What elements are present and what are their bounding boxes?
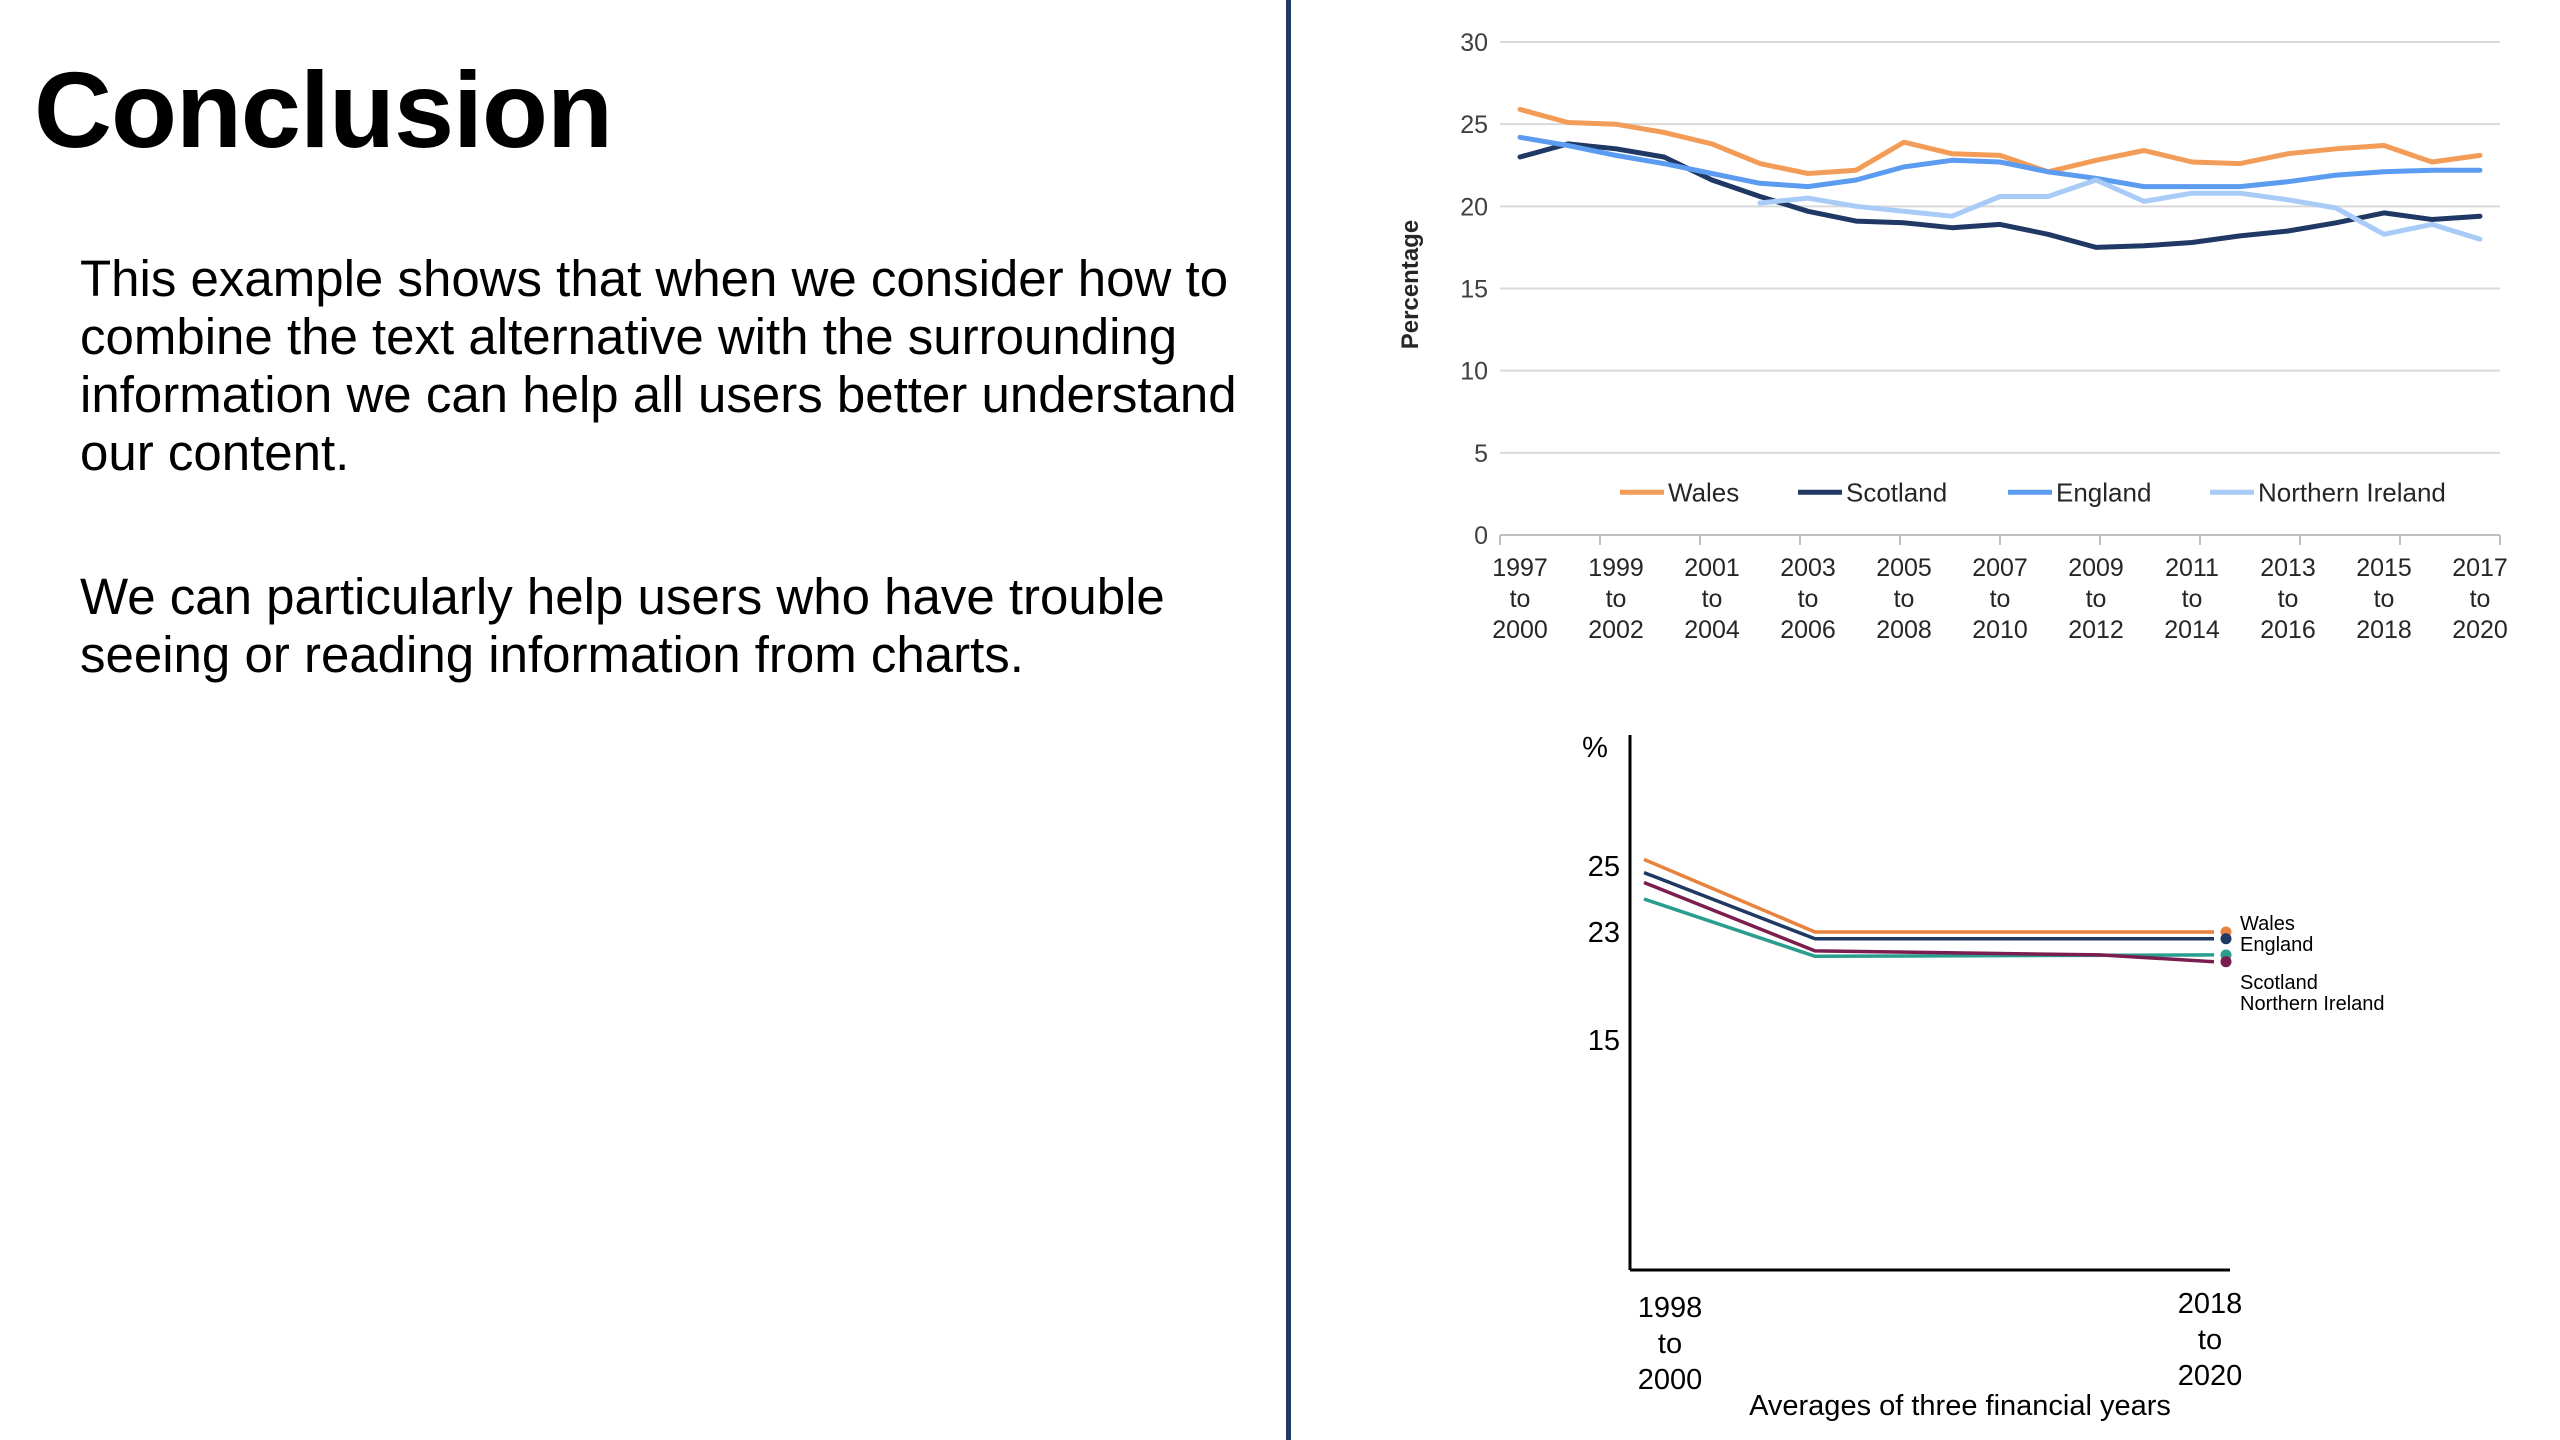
original-line-chart: 0 5 10 15 20 25 30 1997 to 2000 1999 to 2002 2001 to 20… (1397, 29, 2508, 644)
end-label-england: England (2240, 934, 2313, 956)
legend-label-wales: Wales (1668, 477, 1739, 507)
x-tick-label: 2007 (1972, 554, 2028, 582)
x-tick-label: 2009 (2068, 554, 2124, 582)
y-tick-label: 23 (1588, 917, 1620, 949)
x-tick-label: 2004 (1684, 616, 1740, 644)
y-tick-label: 15 (1588, 1025, 1620, 1057)
x-tick-label: 2005 (1876, 554, 1932, 582)
series-line-scotland (1643, 897, 2215, 959)
x-tick-label: to (1510, 585, 1531, 613)
x-tick-label: 2006 (1780, 616, 1836, 644)
legend-label-england: England (2056, 477, 2151, 507)
x-tick-label: 2016 (2260, 616, 2316, 644)
x-tick-label: to (2374, 585, 2395, 613)
x-tick-label: 2015 (2356, 554, 2412, 582)
x-tick-label: 2012 (2068, 616, 2124, 644)
x-tick-label: 2014 (2164, 616, 2220, 644)
x-tick-label: to (1798, 585, 1819, 613)
end-marker-northern-ireland (2220, 956, 2232, 968)
x-tick-label: to (1894, 585, 1915, 613)
text-panel: Conclusion This example shows that when … (34, 49, 1237, 683)
x-tick-label: to (2182, 585, 2203, 613)
x-tick-label: 2017 (2452, 554, 2508, 582)
series-line-wales (1643, 857, 2214, 934)
end-label-scotland: Scotland (2240, 972, 2318, 994)
x-tick-label: to (1658, 1328, 1682, 1360)
x-tick-label: to (2278, 585, 2299, 613)
legend-label-scotland: Scotland (1846, 477, 1947, 507)
x-tick-label: 2020 (2178, 1360, 2243, 1392)
x-tick-label: 2011 (2165, 554, 2219, 582)
series-line-england (1517, 134, 2483, 190)
x-tick-label: 1997 (1492, 554, 1548, 582)
accessibility-paragraph: We can particularly help users who have … (80, 568, 1165, 683)
x-tick-label: 1998 (1638, 1292, 1703, 1324)
x-tick-label: 2010 (1972, 616, 2028, 644)
y-axis-title: Percentage (1397, 220, 1424, 349)
x-tick-label: 2002 (1588, 616, 1644, 644)
y-tick-label: 10 (1460, 358, 1488, 386)
x-tick-label: 2013 (2260, 554, 2316, 582)
x-tick-label: 2000 (1638, 1364, 1703, 1396)
series-line-northern-ireland (1643, 880, 2215, 964)
legend-label-northern-ireland: Northern Ireland (2258, 477, 2446, 507)
end-label-wales: Wales (2240, 913, 2295, 935)
x-tick-label: to (1606, 585, 1627, 613)
x-tick-label: 2003 (1780, 554, 1836, 582)
y-tick-label: 20 (1460, 193, 1488, 221)
conclusion-paragraph: This example shows that when we consider… (80, 250, 1237, 481)
x-tick-label: 2008 (1876, 616, 1932, 644)
x-tick-label: 2001 (1684, 554, 1740, 582)
y-tick-label: 25 (1588, 851, 1620, 883)
end-label-northern-ireland: Northern Ireland (2240, 993, 2385, 1015)
x-tick-label: to (1702, 585, 1723, 613)
y-tick-label: 5 (1474, 440, 1488, 468)
x-tick-label: 1999 (1588, 554, 1644, 582)
series-line-northern-ireland (1757, 177, 2483, 242)
series-line-england (1643, 870, 2214, 941)
y-tick-label: 30 (1460, 29, 1488, 57)
end-marker-england (2220, 933, 2232, 945)
y-tick-label: 0 (1474, 522, 1488, 550)
x-tick-label: 2018 (2356, 616, 2412, 644)
series-line-wales (1517, 106, 2483, 176)
y-axis-unit-label: % (1582, 732, 1608, 764)
x-axis-title: Averages of three financial years (1749, 1390, 2171, 1422)
x-tick-label: to (2086, 585, 2107, 613)
y-tick-label: 25 (1460, 111, 1488, 139)
x-tick-label: to (2198, 1324, 2222, 1356)
x-tick-label: to (2470, 585, 2491, 613)
vertical-divider (1286, 0, 1291, 1440)
x-tick-label: 2020 (2452, 616, 2508, 644)
y-tick-label: 15 (1460, 276, 1488, 304)
slide-title: Conclusion (34, 49, 613, 170)
x-tick-label: to (1990, 585, 2011, 613)
x-tick-label: 2000 (1492, 616, 1548, 644)
x-tick-label: 2018 (2178, 1288, 2243, 1320)
